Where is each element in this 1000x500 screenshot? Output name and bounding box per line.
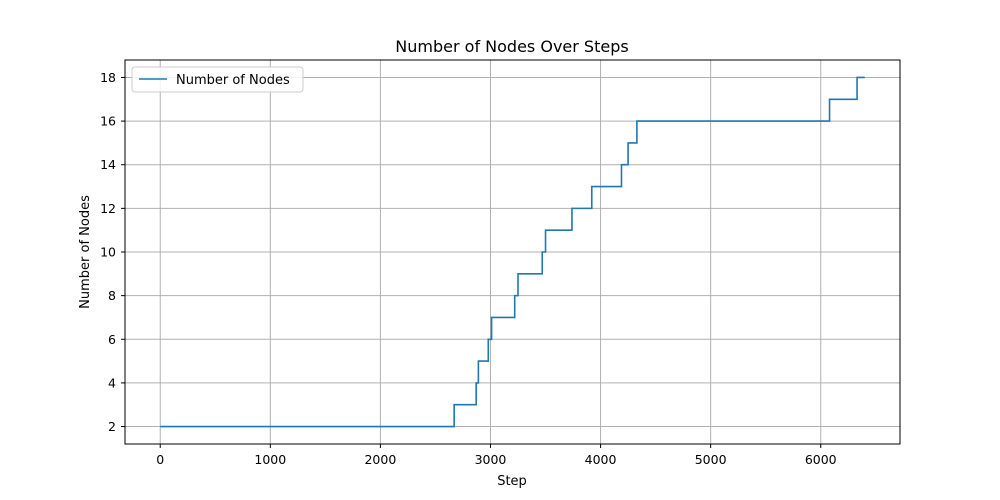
x-axis-label: Step xyxy=(497,474,527,489)
x-tick-label: 3000 xyxy=(475,452,507,467)
tick-layer: 0 1000 2000 3000 4000 5000 6000 2 4 6 8 10 12 14 16 18 xyxy=(100,70,837,467)
y-tick-label: 2 xyxy=(108,419,116,434)
y-tick-label: 16 xyxy=(100,114,116,129)
chart-title: Number of Nodes Over Steps xyxy=(395,37,628,56)
y-tick-label: 12 xyxy=(100,201,116,216)
y-tick-label: 14 xyxy=(100,157,116,172)
y-tick-label: 4 xyxy=(108,375,116,390)
y-axis-label: Number of Nodes xyxy=(78,195,93,309)
x-tick-label: 1000 xyxy=(254,452,286,467)
y-tick-label: 6 xyxy=(108,332,116,347)
series-line-number-of-nodes xyxy=(160,76,865,428)
legend-box xyxy=(131,66,304,93)
x-tick-label: 4000 xyxy=(585,452,617,467)
series-layer xyxy=(160,76,865,428)
y-tick-label: 8 xyxy=(108,288,116,303)
x-tick-label: 2000 xyxy=(364,452,396,467)
legend-label: Number of Nodes xyxy=(176,73,290,88)
y-tick-label: 10 xyxy=(100,245,116,260)
grid-layer xyxy=(125,60,900,444)
y-tick-label: 18 xyxy=(100,70,116,85)
x-tick-label: 0 xyxy=(156,452,164,467)
legend: Number of Nodes xyxy=(131,66,304,93)
x-tick-label: 6000 xyxy=(805,452,837,467)
x-tick-label: 5000 xyxy=(695,452,727,467)
